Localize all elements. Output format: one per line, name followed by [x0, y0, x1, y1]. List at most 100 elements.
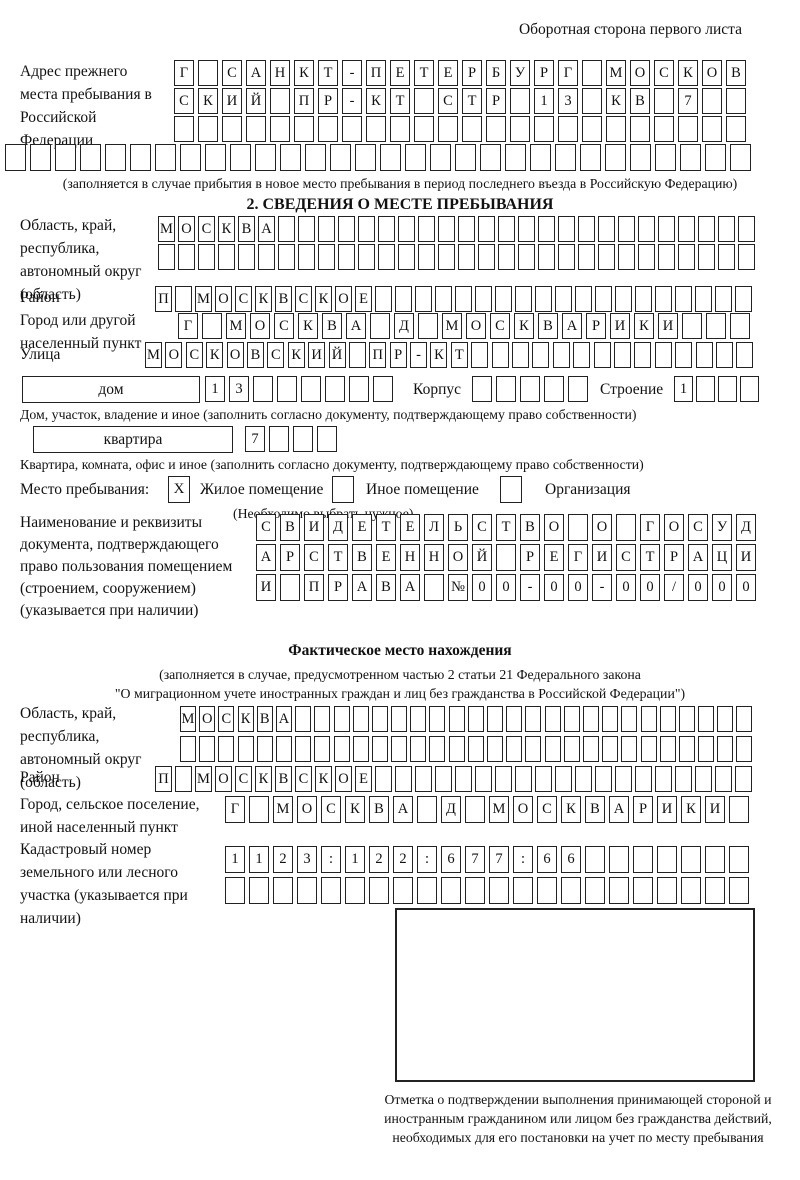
form-cell[interactable]: [338, 244, 355, 270]
form-cell[interactable]: [277, 376, 297, 402]
form-cell[interactable]: [175, 286, 192, 312]
form-cell[interactable]: [338, 216, 355, 242]
form-cell[interactable]: [465, 796, 485, 823]
form-cell[interactable]: 0: [496, 574, 516, 601]
form-cell[interactable]: [537, 877, 557, 904]
form-cell[interactable]: [621, 736, 638, 762]
form-cell[interactable]: [330, 144, 351, 171]
form-cell[interactable]: С: [537, 796, 557, 823]
form-cell[interactable]: [525, 706, 542, 732]
form-cell[interactable]: [563, 706, 580, 732]
form-cell[interactable]: [348, 342, 366, 368]
form-cell[interactable]: [534, 116, 554, 142]
form-cell[interactable]: В: [280, 514, 300, 541]
form-cell[interactable]: 3: [558, 88, 578, 114]
form-cell[interactable]: Т: [414, 60, 434, 86]
form-cell[interactable]: 1: [205, 376, 225, 402]
form-cell[interactable]: [525, 736, 542, 762]
form-cell[interactable]: [675, 286, 692, 312]
form-cell[interactable]: П: [155, 766, 172, 792]
form-cell[interactable]: 2: [393, 846, 413, 873]
form-cell[interactable]: Ь: [448, 514, 468, 541]
form-cell[interactable]: [615, 766, 632, 792]
form-cell[interactable]: [342, 116, 362, 142]
form-cell[interactable]: Т: [640, 544, 660, 571]
form-cell[interactable]: [659, 706, 676, 732]
form-cell[interactable]: [467, 736, 484, 762]
form-cell[interactable]: 7: [489, 846, 509, 873]
form-cell[interactable]: [544, 376, 564, 402]
form-cell[interactable]: К: [255, 766, 272, 792]
form-cell[interactable]: В: [376, 574, 396, 601]
form-cell[interactable]: А: [400, 574, 420, 601]
form-cell[interactable]: [489, 877, 509, 904]
form-cell[interactable]: Н: [424, 544, 444, 571]
form-cell[interactable]: [471, 342, 489, 368]
form-cell[interactable]: [325, 376, 345, 402]
form-cell[interactable]: С: [438, 88, 458, 114]
form-cell[interactable]: [270, 116, 290, 142]
form-cell[interactable]: [717, 736, 734, 762]
form-cell[interactable]: Р: [328, 574, 348, 601]
form-cell[interactable]: Р: [633, 796, 653, 823]
form-cell[interactable]: М: [145, 342, 162, 368]
form-cell[interactable]: [270, 88, 290, 114]
form-cell[interactable]: И: [657, 796, 677, 823]
form-cell[interactable]: [198, 244, 215, 270]
form-cell[interactable]: [568, 376, 588, 402]
form-cell[interactable]: [695, 286, 712, 312]
form-cell[interactable]: [218, 736, 235, 762]
form-cell[interactable]: [218, 244, 235, 270]
form-cell[interactable]: [230, 144, 251, 171]
form-cell[interactable]: [621, 706, 638, 732]
form-cell[interactable]: [418, 244, 435, 270]
form-cell[interactable]: И: [705, 796, 725, 823]
form-cell[interactable]: [480, 144, 501, 171]
form-cell[interactable]: [438, 244, 455, 270]
form-cell[interactable]: С: [185, 342, 203, 368]
form-cell[interactable]: [174, 116, 194, 142]
form-cell[interactable]: 6: [537, 846, 557, 873]
form-cell[interactable]: [249, 877, 269, 904]
form-cell[interactable]: [496, 376, 516, 402]
form-cell[interactable]: П: [366, 60, 386, 86]
form-cell[interactable]: [487, 736, 503, 762]
form-cell[interactable]: [130, 144, 151, 171]
form-cell[interactable]: [705, 877, 725, 904]
form-cell[interactable]: [510, 88, 530, 114]
form-cell[interactable]: К: [206, 342, 224, 368]
form-cell[interactable]: [373, 376, 393, 402]
form-cell[interactable]: [513, 877, 533, 904]
form-cell[interactable]: [582, 706, 599, 732]
form-cell[interactable]: [280, 144, 301, 171]
form-cell[interactable]: :: [513, 846, 533, 873]
form-cell[interactable]: [640, 706, 657, 732]
form-cell[interactable]: [380, 144, 401, 171]
form-cell[interactable]: П: [294, 88, 314, 114]
form-cell[interactable]: [417, 877, 437, 904]
form-cell[interactable]: В: [369, 796, 389, 823]
form-cell[interactable]: 0: [712, 574, 732, 601]
form-cell[interactable]: [495, 286, 512, 312]
form-cell[interactable]: А: [275, 706, 292, 732]
form-cell[interactable]: [475, 286, 492, 312]
form-cell[interactable]: К: [298, 313, 318, 339]
form-cell[interactable]: [487, 706, 503, 732]
form-cell[interactable]: /: [664, 574, 684, 601]
form-cell[interactable]: К: [198, 88, 218, 114]
form-cell[interactable]: В: [256, 706, 273, 732]
form-cell[interactable]: [738, 216, 755, 242]
form-cell[interactable]: [199, 736, 216, 762]
form-cell[interactable]: [295, 706, 312, 732]
form-cell[interactable]: [472, 376, 492, 402]
form-cell[interactable]: :: [321, 846, 341, 873]
form-cell[interactable]: 0: [616, 574, 636, 601]
form-cell[interactable]: 7: [245, 426, 265, 452]
form-cell[interactable]: 1: [345, 846, 365, 873]
form-cell[interactable]: К: [366, 88, 386, 114]
form-cell[interactable]: [410, 706, 427, 732]
form-cell[interactable]: В: [238, 216, 255, 242]
form-cell[interactable]: [225, 877, 245, 904]
form-cell[interactable]: Е: [438, 60, 458, 86]
